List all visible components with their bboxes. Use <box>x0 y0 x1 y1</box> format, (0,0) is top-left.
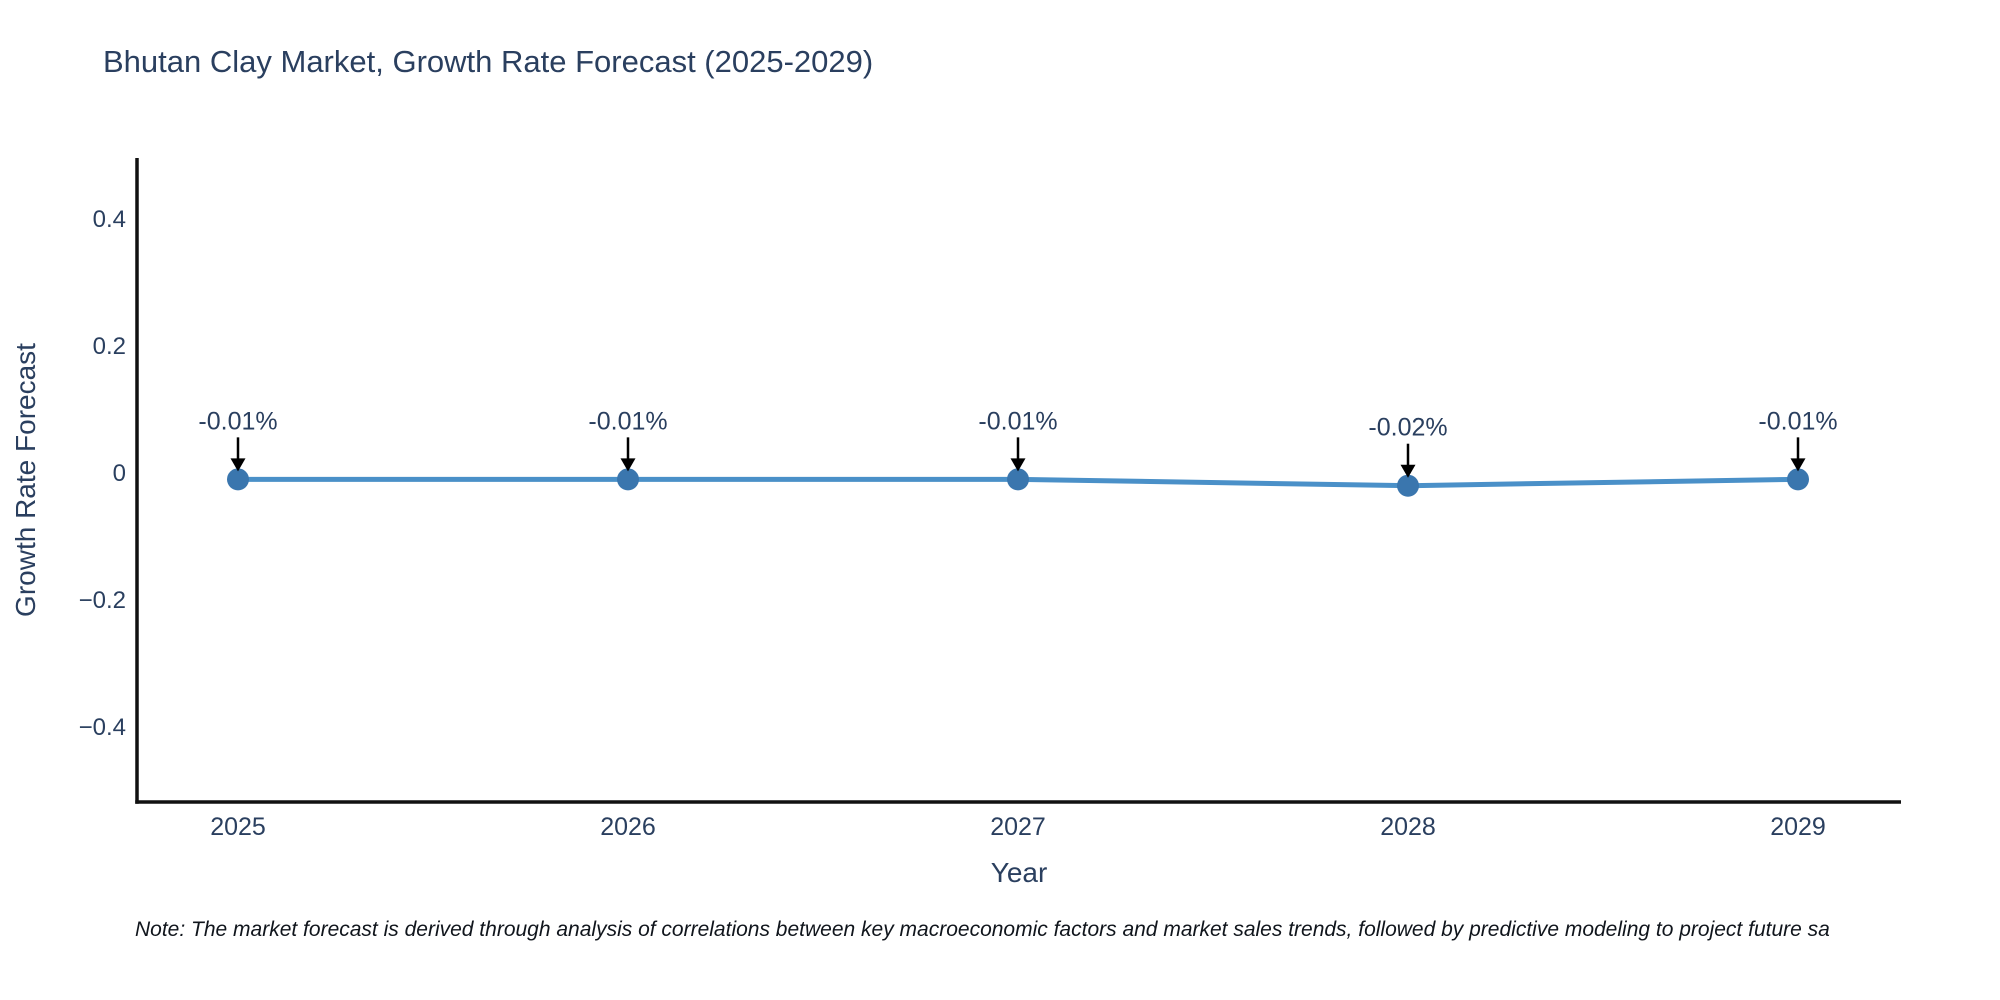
point-annotation-label: -0.01% <box>1758 407 1837 435</box>
data-point-marker <box>1787 468 1809 491</box>
y-tick-label: 0.4 <box>93 206 126 233</box>
y-tick-label: −0.4 <box>79 714 126 741</box>
x-tick-label: 2028 <box>1380 813 1436 841</box>
chart-title: Bhutan Clay Market, Growth Rate Forecast… <box>103 44 874 79</box>
x-tick-label: 2025 <box>210 813 266 841</box>
x-tick-label: 2029 <box>1770 813 1826 841</box>
x-axis-title: Year <box>990 857 1048 888</box>
annotation-arrowhead-icon <box>1010 458 1026 472</box>
data-point-marker <box>227 468 249 491</box>
y-tick-label: 0 <box>113 460 126 487</box>
footnote: Note: The market forecast is derived thr… <box>135 918 1830 941</box>
data-point-marker <box>1397 474 1419 497</box>
x-tick-label: 2026 <box>600 813 656 841</box>
data-point-marker <box>1007 468 1029 491</box>
point-annotation-label: -0.02% <box>1368 414 1447 442</box>
y-tick-label: −0.2 <box>79 587 126 614</box>
annotation-arrowhead-icon <box>1400 464 1416 478</box>
annotation-arrowhead-icon <box>230 458 246 472</box>
point-annotation-label: -0.01% <box>198 407 277 435</box>
annotation-arrowhead-icon <box>620 458 636 472</box>
y-tick-label: 0.2 <box>93 333 126 360</box>
point-annotation-label: -0.01% <box>588 407 667 435</box>
x-tick-label: 2027 <box>990 813 1046 841</box>
point-annotation-label: -0.01% <box>978 407 1057 435</box>
annotation-arrowhead-icon <box>1790 458 1806 472</box>
data-point-marker <box>617 468 639 491</box>
